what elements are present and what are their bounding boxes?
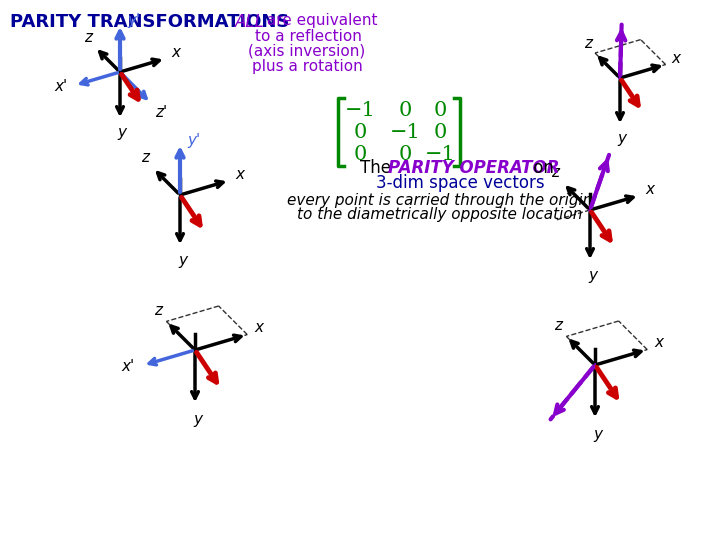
Text: x': x' xyxy=(54,79,68,94)
Text: y: y xyxy=(588,268,597,284)
Text: plus a rotation: plus a rotation xyxy=(252,59,363,74)
Text: ALL: ALL xyxy=(235,13,265,31)
Text: −1: −1 xyxy=(425,145,456,164)
Text: y: y xyxy=(118,125,127,140)
Text: y: y xyxy=(593,427,602,442)
Text: to the diametrically opposite location: to the diametrically opposite location xyxy=(297,207,582,222)
Text: z: z xyxy=(584,36,592,51)
Text: 0: 0 xyxy=(433,123,446,141)
Text: z: z xyxy=(84,30,92,45)
Text: z: z xyxy=(154,302,163,318)
Text: 0: 0 xyxy=(398,100,412,119)
Text: PARITY OPERATOR: PARITY OPERATOR xyxy=(388,159,559,177)
Text: x: x xyxy=(235,167,245,181)
Text: on: on xyxy=(528,159,554,177)
Text: every point is carried through the origin: every point is carried through the origi… xyxy=(287,192,593,207)
Text: x: x xyxy=(654,335,663,350)
Text: y: y xyxy=(193,412,202,427)
Text: y': y' xyxy=(187,133,201,148)
Text: are equivalent: are equivalent xyxy=(262,13,377,28)
Text: 3-dim space vectors: 3-dim space vectors xyxy=(376,174,544,192)
Text: z: z xyxy=(141,150,149,165)
Text: 0: 0 xyxy=(433,100,446,119)
Text: −1: −1 xyxy=(390,123,420,141)
Text: x: x xyxy=(171,45,180,60)
Text: z: z xyxy=(552,165,559,180)
Text: −1: −1 xyxy=(345,100,375,119)
Text: y: y xyxy=(618,131,627,146)
Text: y': y' xyxy=(127,14,140,29)
Text: x: x xyxy=(646,181,654,197)
Text: y: y xyxy=(178,253,187,268)
Text: x: x xyxy=(254,320,264,335)
Text: 0: 0 xyxy=(398,145,412,164)
Text: to a reflection: to a reflection xyxy=(255,29,362,44)
Text: 0: 0 xyxy=(354,123,366,141)
Text: z: z xyxy=(554,318,562,333)
Text: 0: 0 xyxy=(354,145,366,164)
Text: x: x xyxy=(671,51,680,66)
Text: The: The xyxy=(360,159,396,177)
Text: (axis inversion): (axis inversion) xyxy=(248,44,365,59)
Text: x': x' xyxy=(122,359,135,374)
Text: PARITY TRANSFORMATIONS: PARITY TRANSFORMATIONS xyxy=(10,13,289,31)
Text: z': z' xyxy=(156,105,168,119)
